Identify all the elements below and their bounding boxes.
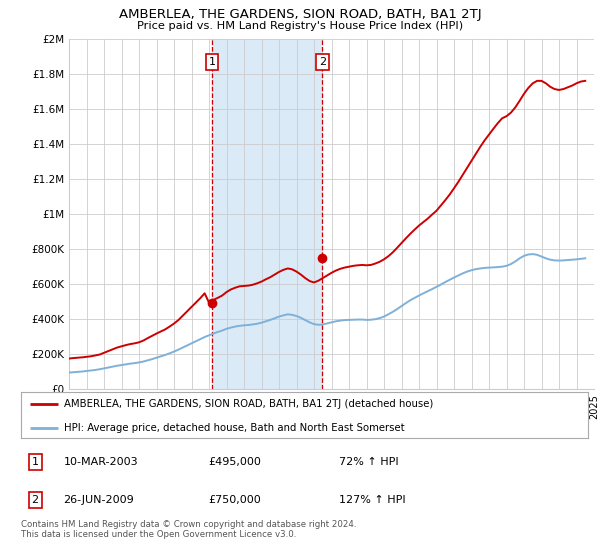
Text: 127% ↑ HPI: 127% ↑ HPI (338, 495, 405, 505)
Text: Contains HM Land Registry data © Crown copyright and database right 2024.
This d: Contains HM Land Registry data © Crown c… (21, 520, 356, 539)
Text: 1: 1 (208, 57, 215, 67)
Text: 1: 1 (32, 458, 38, 468)
Text: £750,000: £750,000 (208, 495, 261, 505)
Text: Price paid vs. HM Land Registry's House Price Index (HPI): Price paid vs. HM Land Registry's House … (137, 21, 463, 31)
Text: HPI: Average price, detached house, Bath and North East Somerset: HPI: Average price, detached house, Bath… (64, 423, 404, 433)
Text: AMBERLEA, THE GARDENS, SION ROAD, BATH, BA1 2TJ: AMBERLEA, THE GARDENS, SION ROAD, BATH, … (119, 8, 481, 21)
Text: 2: 2 (32, 495, 39, 505)
Text: 10-MAR-2003: 10-MAR-2003 (64, 458, 138, 468)
Bar (212, 39, 322, 389)
Text: AMBERLEA, THE GARDENS, SION ROAD, BATH, BA1 2TJ (detached house): AMBERLEA, THE GARDENS, SION ROAD, BATH, … (64, 399, 433, 409)
Text: 26-JUN-2009: 26-JUN-2009 (64, 495, 134, 505)
Text: £495,000: £495,000 (208, 458, 261, 468)
Text: 72% ↑ HPI: 72% ↑ HPI (338, 458, 398, 468)
Text: 2: 2 (319, 57, 326, 67)
